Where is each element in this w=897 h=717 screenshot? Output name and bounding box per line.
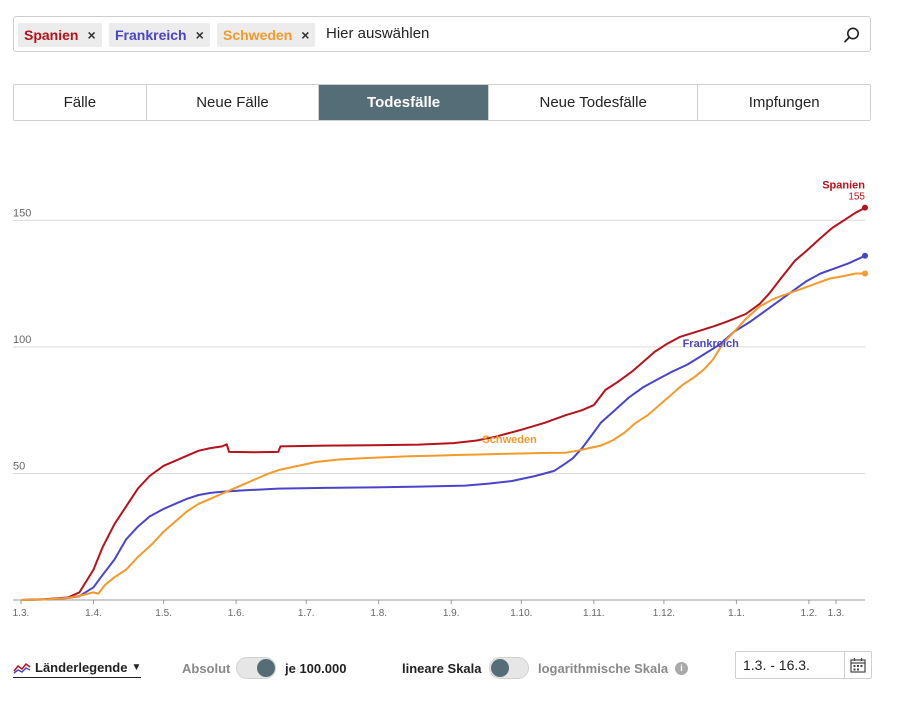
info-icon[interactable]: i xyxy=(675,662,688,675)
series-end-point xyxy=(862,270,868,277)
search-input[interactable]: Hier auswählen xyxy=(326,25,430,42)
end-value-label: 155 xyxy=(848,192,865,203)
legend-lines-icon xyxy=(13,662,31,674)
deaths-line-chart: 50 100 150 1.3. 1.4. 1.5. 1.6. 1.7. 1.8. 1.9. 1.10… xyxy=(13,180,868,619)
chip-spanien[interactable]: Spanien × xyxy=(18,23,102,47)
x-tick-label: 1.6. xyxy=(228,608,245,619)
date-range-picker[interactable]: 1.3. - 16.3. xyxy=(735,651,872,679)
chevron-down-icon: ▼ xyxy=(131,662,142,673)
series-label: Spanien xyxy=(822,180,865,192)
chip-label: Frankreich xyxy=(115,27,187,43)
chip-schweden[interactable]: Schweden × xyxy=(217,23,316,47)
toggle-knob xyxy=(257,659,275,677)
chip-label: Spanien xyxy=(24,27,79,43)
chart-labels: Spanien Frankreich Schweden 155 xyxy=(482,180,865,446)
x-tick-label: 1.7. xyxy=(298,608,315,619)
tab-neue-todesfaelle[interactable]: Neue Todesfälle xyxy=(489,85,699,120)
log-scale-label: logarithmische Skala xyxy=(538,661,669,676)
absolute-label: Absolut xyxy=(182,661,231,676)
country-search-bar[interactable]: Spanien × Frankreich × Schweden × Hier a… xyxy=(13,16,871,52)
calendar-button[interactable] xyxy=(844,652,871,678)
legend-label: Länderlegende xyxy=(35,660,128,675)
calendar-icon xyxy=(850,658,866,673)
y-tick-label: 150 xyxy=(13,207,31,219)
y-tick-label: 50 xyxy=(13,460,25,472)
x-tick-label: 1.1. xyxy=(728,608,745,619)
x-tick-label: 1.12. xyxy=(653,608,675,619)
close-icon[interactable]: × xyxy=(301,27,310,43)
x-tick-label: 1.2. xyxy=(801,608,818,619)
series-label: Frankreich xyxy=(683,338,740,350)
toggle-knob xyxy=(491,659,509,677)
x-tick-label: 1.3. xyxy=(828,608,845,619)
x-tick-label: 1.10. xyxy=(510,608,532,619)
country-legend-toggle[interactable]: Länderlegende ▼ xyxy=(13,660,142,678)
series-end-point xyxy=(862,252,868,259)
chip-label: Schweden xyxy=(223,27,293,43)
x-tick-label: 1.4. xyxy=(85,608,102,619)
tab-neue-faelle[interactable]: Neue Fälle xyxy=(147,85,320,120)
per-capita-toggle[interactable] xyxy=(236,657,276,679)
close-icon[interactable]: × xyxy=(87,27,96,43)
tab-impfungen[interactable]: Impfungen xyxy=(748,94,820,111)
x-tick-label: 1.11. xyxy=(583,608,605,619)
series-end-point xyxy=(862,204,868,211)
linear-scale-label: lineare Skala xyxy=(402,661,482,676)
chart-grid: 50 100 150 1.3. 1.4. 1.5. 1.6. 1.7. 1.8. 1.9. 1.10… xyxy=(13,207,865,619)
tab-todesfaelle[interactable]: Todesfälle xyxy=(319,85,489,120)
y-tick-label: 100 xyxy=(13,334,31,346)
tab-faelle[interactable]: Fälle xyxy=(14,85,147,120)
metric-tabs: Fälle Neue Fälle Todesfälle Neue Todesfä… xyxy=(13,84,871,121)
x-tick-label: 1.9. xyxy=(443,608,460,619)
series-line-schweden xyxy=(20,272,865,601)
close-icon[interactable]: × xyxy=(195,27,204,43)
x-tick-label: 1.3. xyxy=(13,608,30,619)
search-icon[interactable] xyxy=(843,26,861,44)
series-line-frankreich xyxy=(20,254,866,601)
per-100k-label: je 100.000 xyxy=(285,661,347,676)
chart-series xyxy=(20,204,868,601)
series-line-spanien xyxy=(20,206,866,601)
series-label: Schweden xyxy=(482,434,537,446)
x-tick-label: 1.8. xyxy=(370,608,387,619)
scale-toggle[interactable] xyxy=(489,657,529,679)
chip-frankreich[interactable]: Frankreich × xyxy=(109,23,210,47)
date-range-value[interactable]: 1.3. - 16.3. xyxy=(743,657,810,673)
x-tick-label: 1.5. xyxy=(155,608,172,619)
